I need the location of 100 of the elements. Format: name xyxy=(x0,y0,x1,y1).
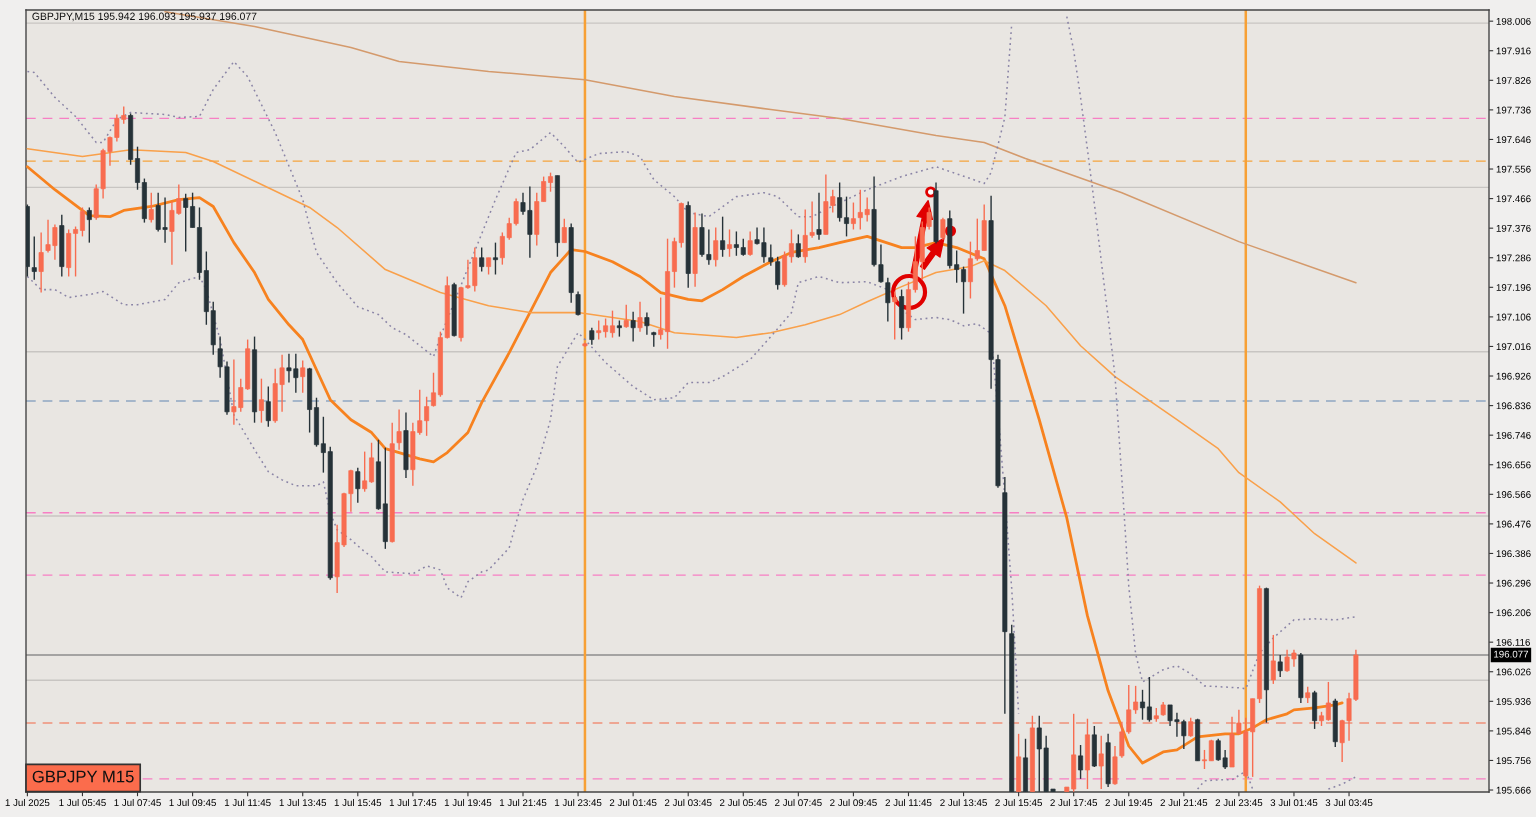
candlestick xyxy=(1325,681,1331,722)
candlestick xyxy=(892,290,898,341)
candlestick xyxy=(183,192,189,253)
candlestick xyxy=(79,206,85,238)
candlestick xyxy=(561,217,567,244)
candlestick xyxy=(720,215,726,258)
y-tick-label: 197.736 xyxy=(1496,106,1531,114)
line-series xyxy=(26,165,1344,765)
x-tick-label: 2 Jul 23:45 xyxy=(1215,798,1263,807)
candlestick xyxy=(1270,634,1276,685)
candlestick xyxy=(265,385,271,428)
annotation: GBPJPY M15 xyxy=(32,770,134,783)
y-tick-label: 196.476 xyxy=(1496,520,1531,528)
candlestick xyxy=(644,311,650,336)
x-tick-label: 2 Jul 15:45 xyxy=(995,798,1042,807)
candlestick xyxy=(431,372,436,408)
candlestick xyxy=(362,450,368,493)
candlestick xyxy=(747,230,753,257)
x-tick-label: 2 Jul 21:45 xyxy=(1160,798,1208,807)
y-tick-label: 196.026 xyxy=(1496,668,1531,676)
candlestick xyxy=(961,265,967,315)
x-tick-label: 1 Jul 23:45 xyxy=(555,798,602,807)
candlestick xyxy=(658,296,664,341)
candlestick xyxy=(788,228,794,264)
candlestick xyxy=(73,225,79,278)
y-tick-label: 197.556 xyxy=(1496,165,1531,173)
x-tick-label: 1 Jul 17:45 xyxy=(389,798,437,807)
x-tick-label: 2 Jul 09:45 xyxy=(830,798,877,807)
chart-title: GBPJPY,M15 195.942 196.093 195.937 196.077 xyxy=(32,12,257,22)
candlestick xyxy=(1201,749,1207,770)
x-tick-label: 1 Jul 07:45 xyxy=(114,798,161,807)
candlestick xyxy=(967,240,973,300)
y-tick-label: 197.286 xyxy=(1496,254,1531,262)
y-tick-label: 196.116 xyxy=(1496,638,1530,646)
y-tick-label: 197.916 xyxy=(1496,47,1531,55)
candlestick xyxy=(492,241,498,276)
candlestick xyxy=(837,181,843,223)
x-tick-label: 1 Jul 05:45 xyxy=(59,798,106,807)
candlestick xyxy=(816,191,822,241)
candlestick xyxy=(1078,744,1084,780)
x-tick-label: 2 Jul 19:45 xyxy=(1105,798,1153,807)
candlestick xyxy=(135,145,140,191)
y-tick-label: 196.656 xyxy=(1496,461,1531,469)
x-tick-label: 1 Jul 2025 xyxy=(5,798,50,807)
x-tick-label: 1 Jul 09:45 xyxy=(169,798,216,807)
candlestick xyxy=(637,301,643,333)
candlestick xyxy=(396,408,402,451)
x-tick-label: 2 Jul 05:45 xyxy=(719,798,767,807)
x-tick-label: 2 Jul 17:45 xyxy=(1050,798,1098,807)
candlestick xyxy=(630,310,636,343)
y-tick-label: 197.016 xyxy=(1496,343,1531,351)
candlestick xyxy=(850,201,856,231)
candlestick xyxy=(86,206,92,244)
candlestick xyxy=(38,231,44,294)
y-tick-label: 196.386 xyxy=(1496,550,1531,558)
y-tick-label: 197.826 xyxy=(1496,77,1531,84)
candlestick xyxy=(885,277,891,323)
y-tick-label: 195.666 xyxy=(1496,786,1531,794)
y-tick-label: 195.936 xyxy=(1496,698,1531,705)
candlestick xyxy=(31,235,37,281)
x-tick-label: 2 Jul 13:45 xyxy=(940,798,987,807)
candlestick xyxy=(1098,735,1104,790)
candlestick xyxy=(1140,689,1146,721)
x-tick-label: 2 Jul 11:45 xyxy=(885,798,932,807)
y-tick-label: 197.646 xyxy=(1496,136,1531,144)
y-tick-label: 195.846 xyxy=(1496,727,1531,735)
candlestick xyxy=(190,191,196,229)
y-tick-label: 196.296 xyxy=(1496,579,1531,587)
candlestick xyxy=(623,304,629,329)
x-tick-label: 1 Jul 21:45 xyxy=(499,798,547,807)
y-tick-label: 198.006 xyxy=(1496,17,1531,25)
candlestick xyxy=(1277,654,1283,678)
candlestick xyxy=(610,309,615,339)
candlestick xyxy=(258,377,264,424)
candlestick xyxy=(926,206,932,231)
y-tick-label: 197.106 xyxy=(1496,313,1531,321)
x-tick-label: 3 Jul 03:45 xyxy=(1325,798,1373,807)
candlestick xyxy=(355,467,361,504)
candlestick xyxy=(844,195,850,238)
x-tick-label: 2 Jul 07:45 xyxy=(775,798,822,807)
candlestick xyxy=(479,246,485,273)
line-series xyxy=(26,147,1357,564)
candlestick xyxy=(795,233,801,259)
x-tick-label: 1 Jul 15:45 xyxy=(334,798,382,807)
candlestick xyxy=(1146,676,1152,723)
y-tick-label: 197.376 xyxy=(1496,224,1531,232)
x-tick-label: 1 Jul 11:45 xyxy=(224,798,271,807)
candlestick xyxy=(369,442,375,484)
candlestick xyxy=(940,216,946,241)
candlestick xyxy=(548,171,554,193)
y-tick-label: 196.746 xyxy=(1496,431,1531,439)
candlestick xyxy=(713,226,719,268)
candlestick xyxy=(148,191,154,224)
ref-line-label: 196.077 xyxy=(1494,650,1529,658)
x-tick-label: 3 Jul 01:45 xyxy=(1270,798,1318,807)
y-tick-label: 196.206 xyxy=(1496,609,1531,617)
candlestick xyxy=(1188,717,1194,738)
y-tick-label: 197.196 xyxy=(1496,284,1531,291)
y-tick-label: 196.566 xyxy=(1496,491,1531,498)
candlestick xyxy=(300,359,306,394)
